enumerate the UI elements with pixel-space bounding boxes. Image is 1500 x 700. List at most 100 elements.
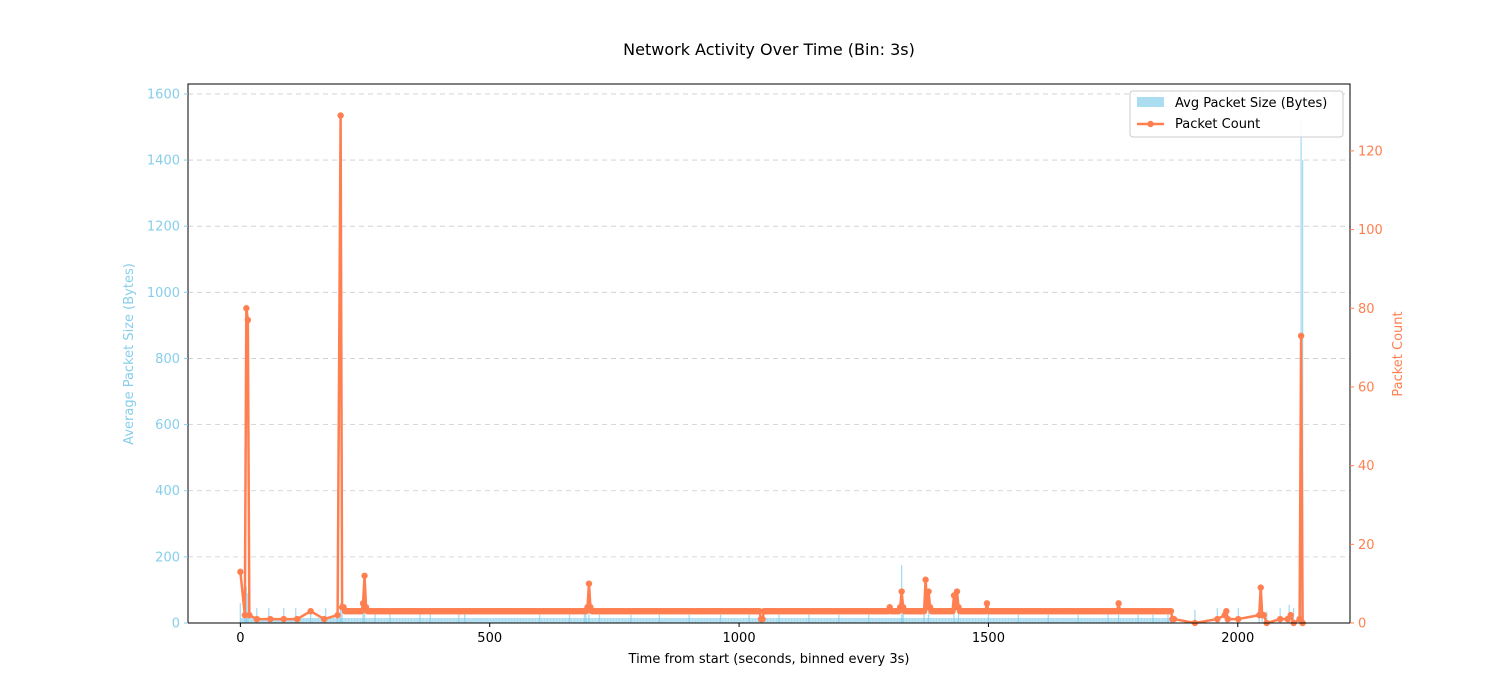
bar [1045, 618, 1047, 623]
bar [572, 618, 574, 623]
bar [600, 618, 603, 623]
bar [669, 618, 671, 623]
bar [1092, 618, 1095, 623]
bar [548, 618, 550, 623]
bar [706, 618, 709, 623]
bar [243, 618, 245, 623]
bar [889, 618, 891, 623]
bar [545, 618, 547, 623]
bar [864, 618, 866, 623]
bar [575, 618, 577, 623]
line-point [358, 608, 365, 615]
bar [943, 618, 945, 623]
bar [654, 618, 656, 623]
bar [659, 618, 661, 623]
bar [674, 618, 676, 623]
bar [629, 618, 631, 623]
bar [597, 618, 600, 623]
bar [458, 618, 460, 623]
bar [946, 618, 948, 623]
bar [264, 618, 266, 623]
bar [383, 618, 386, 623]
legend-line-label: Packet Count [1175, 117, 1260, 132]
bar [630, 618, 633, 623]
line-point [253, 615, 261, 623]
bar [419, 618, 422, 623]
bar [1022, 618, 1025, 623]
bar [1033, 618, 1035, 623]
bar [566, 618, 568, 623]
bar [810, 618, 812, 623]
bar [698, 618, 700, 623]
bar [1121, 618, 1123, 623]
bar [528, 618, 531, 623]
bar [923, 606, 925, 623]
bar [950, 618, 953, 623]
bar [1154, 618, 1156, 623]
bar [1279, 608, 1281, 623]
bar [958, 618, 960, 623]
bar [334, 618, 336, 623]
bar [801, 618, 803, 623]
bar [1087, 618, 1089, 623]
bar [1085, 618, 1087, 623]
bar [1194, 609, 1196, 623]
line-point [1257, 584, 1264, 591]
bar [542, 618, 544, 623]
bar [516, 618, 519, 623]
bar [927, 606, 930, 623]
bar [1019, 618, 1022, 623]
bar [781, 618, 784, 623]
bar [1063, 618, 1065, 623]
bar [701, 618, 703, 623]
bar [971, 618, 974, 623]
bar [699, 618, 701, 623]
bar [413, 618, 416, 623]
bar [418, 618, 420, 623]
bar [626, 618, 628, 623]
bar [847, 618, 849, 623]
bar [524, 618, 526, 623]
bar [303, 618, 305, 623]
bar [1052, 618, 1054, 623]
x-tick-label: 1500 [972, 631, 1005, 646]
bar [1125, 618, 1128, 623]
bar [277, 618, 279, 623]
bar [678, 618, 680, 623]
y-right-tick-label: 80 [1358, 302, 1375, 317]
bar [582, 618, 585, 623]
bar [709, 618, 712, 623]
bar [968, 618, 971, 623]
bar [750, 618, 752, 623]
bar [434, 618, 437, 623]
bar [880, 618, 882, 623]
bar [624, 618, 627, 623]
bar [687, 618, 689, 623]
bar [874, 618, 876, 623]
bar [1139, 618, 1141, 623]
line-point [1224, 615, 1232, 623]
bar [527, 618, 529, 623]
bar [742, 618, 745, 623]
bar [314, 618, 317, 623]
bar [1037, 618, 1039, 623]
bar [499, 618, 501, 623]
bar [427, 618, 429, 623]
bar [647, 618, 649, 623]
bar [976, 618, 978, 623]
bar [1160, 618, 1162, 623]
bar [1112, 618, 1114, 623]
bar [997, 618, 999, 623]
bar [268, 608, 270, 623]
bar [817, 618, 820, 623]
bar [828, 618, 830, 623]
bar [347, 618, 350, 623]
bar [608, 618, 610, 623]
bar [500, 618, 502, 623]
bar [807, 618, 809, 623]
line-point [307, 608, 314, 615]
bar [346, 618, 348, 623]
bar [406, 618, 408, 623]
bar [712, 618, 715, 623]
bar [1119, 618, 1122, 623]
